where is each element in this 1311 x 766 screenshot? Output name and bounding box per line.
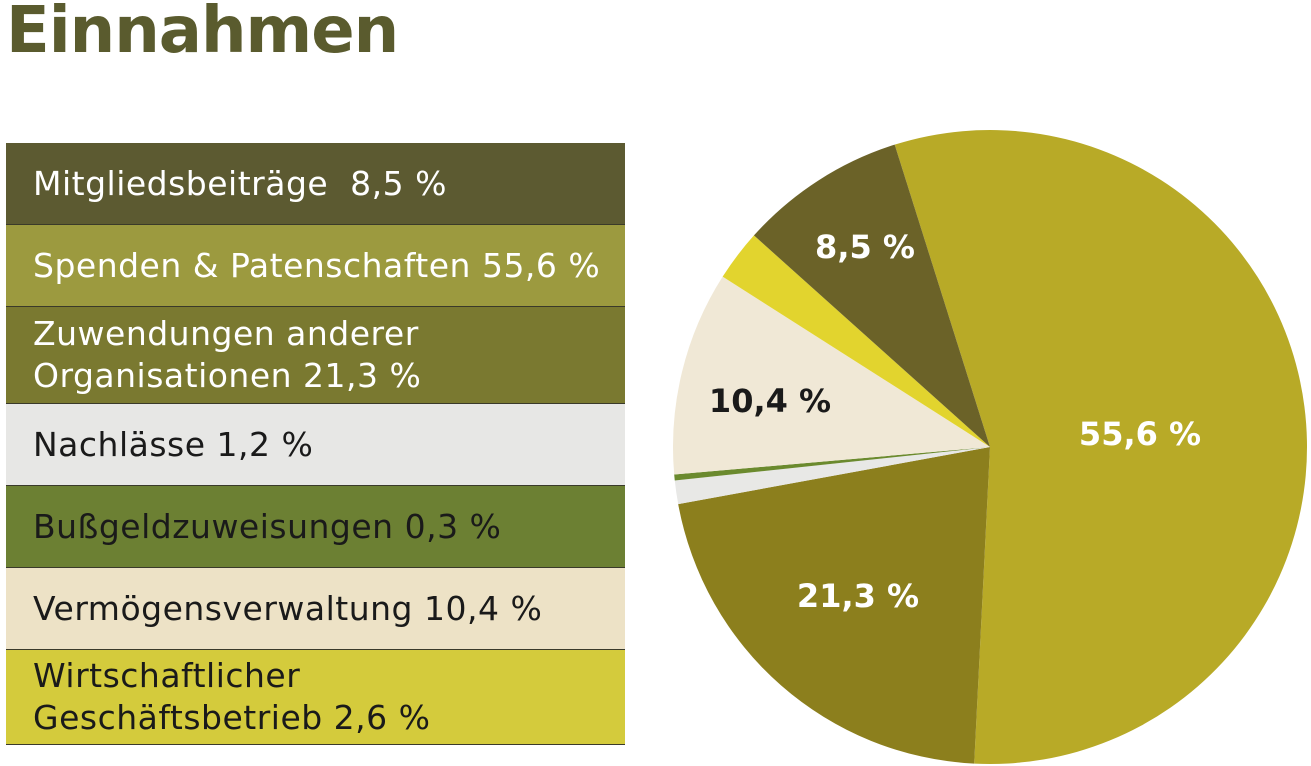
slice-label: 10,4 % xyxy=(709,382,831,420)
slice-label: 55,6 % xyxy=(1079,415,1201,453)
legend-item: Bußgeldzuweisungen 0,3 % xyxy=(6,486,625,568)
chart-title: Einnahmen xyxy=(6,0,399,68)
legend-item: Spenden & Patenschaften 55,6 % xyxy=(6,225,625,307)
legend-item: Vermögensverwaltung 10,4 % xyxy=(6,568,625,650)
legend-item: Nachlässe 1,2 % xyxy=(6,404,625,486)
pie-slice xyxy=(894,130,1307,765)
pie-slice xyxy=(674,447,990,481)
legend-item: Mitgliedsbeiträge 8,5 % xyxy=(6,143,625,225)
pie-slice xyxy=(674,447,990,505)
slice-label: 8,5 % xyxy=(815,228,915,266)
legend-item: Wirtschaftlicher Geschäftsbetrieb 2,6 % xyxy=(6,650,625,745)
pie-slice xyxy=(722,235,990,447)
pie-slice xyxy=(753,144,990,447)
pie-slice xyxy=(673,276,990,475)
legend-item: Zuwendungen anderer Organisationen 21,3 … xyxy=(6,307,625,404)
pie-slice xyxy=(678,447,990,764)
slice-label: 21,3 % xyxy=(797,577,919,615)
pie-chart: 55,6 % 21,3 % 10,4 % 8,5 % xyxy=(673,130,1307,765)
legend: Mitgliedsbeiträge 8,5 % Spenden & Patensc… xyxy=(6,143,625,745)
